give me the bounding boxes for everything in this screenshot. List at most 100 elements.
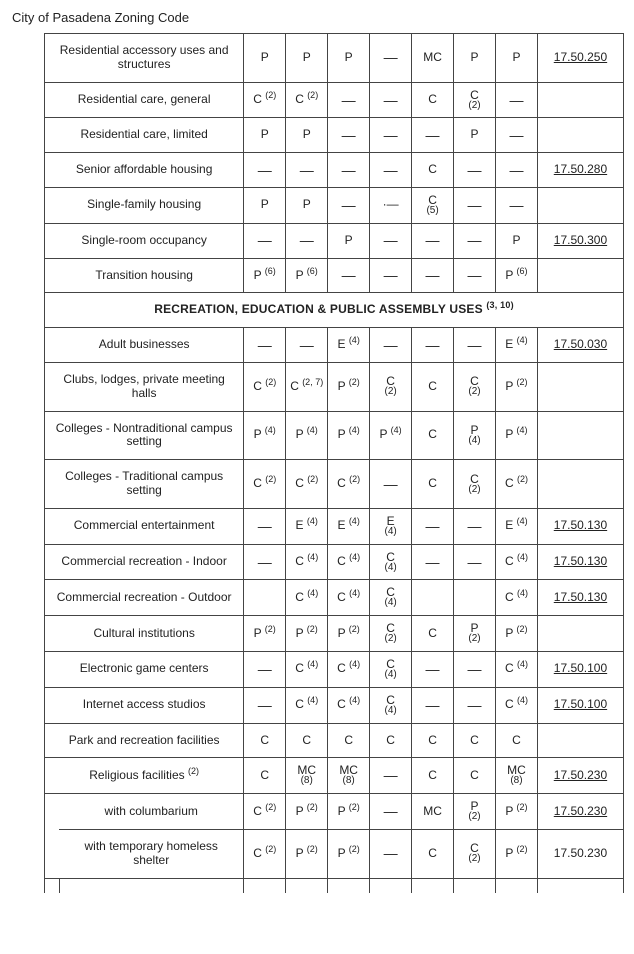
zone-cell: — bbox=[454, 328, 496, 363]
row-desc: with temporary homeless shelter bbox=[59, 829, 244, 878]
zoning-table: Residential accessory uses and structure… bbox=[44, 33, 624, 893]
zone-cell: E (4) bbox=[286, 508, 328, 544]
zone-cell: P(4) bbox=[454, 411, 496, 460]
row-desc: Residential care, limited bbox=[45, 118, 244, 153]
zone-cell: — bbox=[370, 328, 412, 363]
zone-cell: C(2) bbox=[454, 82, 496, 118]
zone-cell: — bbox=[370, 223, 412, 258]
zone-cell: P (2) bbox=[495, 794, 537, 830]
zone-cell: C bbox=[328, 723, 370, 758]
zone-cell: P (2) bbox=[495, 829, 537, 878]
zone-cell: P (4) bbox=[286, 411, 328, 460]
zone-cell: P (2) bbox=[286, 616, 328, 652]
ref-cell bbox=[537, 118, 623, 153]
ref-cell: 17.50.230 bbox=[537, 794, 623, 830]
zone-cell: — bbox=[286, 223, 328, 258]
zone-cell: P (4) bbox=[495, 411, 537, 460]
zone-cell: P (2) bbox=[286, 794, 328, 830]
ref-cell bbox=[537, 187, 623, 223]
zone-cell: C (4) bbox=[286, 580, 328, 616]
zone-cell: P bbox=[328, 34, 370, 83]
zone-cell: P (2) bbox=[328, 616, 370, 652]
zone-cell: E (4) bbox=[495, 508, 537, 544]
zone-cell: C (4) bbox=[495, 687, 537, 723]
zone-cell: E (4) bbox=[328, 328, 370, 363]
ref-cell bbox=[537, 82, 623, 118]
zone-cell: C (2) bbox=[244, 794, 286, 830]
zone-cell: P bbox=[286, 187, 328, 223]
doc-title: City of Pasadena Zoning Code bbox=[12, 10, 624, 25]
zone-cell: — bbox=[328, 118, 370, 153]
zone-cell: C (4) bbox=[286, 544, 328, 580]
zone-cell: E (4) bbox=[328, 508, 370, 544]
zone-cell: P bbox=[286, 34, 328, 83]
zone-cell: C bbox=[244, 723, 286, 758]
ref-cell: 17.50.030 bbox=[537, 328, 623, 363]
table-row: Senior affordable housing————C——17.50.28… bbox=[45, 153, 624, 188]
zone-cell: — bbox=[454, 544, 496, 580]
zone-cell: C (4) bbox=[328, 544, 370, 580]
zone-cell: P (2) bbox=[286, 829, 328, 878]
zone-cell: — bbox=[244, 687, 286, 723]
table-row: Residential accessory uses and structure… bbox=[45, 34, 624, 83]
zone-cell: — bbox=[286, 328, 328, 363]
zone-cell: — bbox=[244, 223, 286, 258]
ref-cell: 17.50.130 bbox=[537, 508, 623, 544]
table-row: Single-family housingPP—·—C(5)—— bbox=[45, 187, 624, 223]
row-desc: Internet access studios bbox=[45, 687, 244, 723]
zone-cell: P bbox=[244, 118, 286, 153]
ref-cell bbox=[537, 616, 623, 652]
ref-cell bbox=[537, 258, 623, 293]
table-row: Internet access studios—C (4)C (4)C(4)——… bbox=[45, 687, 624, 723]
zone-cell: C (2) bbox=[286, 82, 328, 118]
row-desc: Residential care, general bbox=[45, 82, 244, 118]
row-desc: Transition housing bbox=[45, 258, 244, 293]
zone-cell: P (6) bbox=[286, 258, 328, 293]
zone-cell: — bbox=[244, 544, 286, 580]
zone-cell: C(2) bbox=[454, 460, 496, 509]
zone-cell: C (2) bbox=[328, 460, 370, 509]
zone-cell: E(4) bbox=[370, 508, 412, 544]
zone-cell: — bbox=[454, 258, 496, 293]
zone-cell: P (2) bbox=[495, 362, 537, 411]
row-desc: Colleges - Nontraditional campus setting bbox=[45, 411, 244, 460]
row-desc: Electronic game centers bbox=[45, 651, 244, 687]
zone-cell: P (2) bbox=[244, 616, 286, 652]
zone-cell bbox=[454, 580, 496, 616]
zone-cell: C (4) bbox=[495, 580, 537, 616]
zone-cell: — bbox=[454, 153, 496, 188]
zone-cell: C bbox=[244, 758, 286, 794]
row-desc: Residential accessory uses and structure… bbox=[45, 34, 244, 83]
table-row: Single-room occupancy——P———P17.50.300 bbox=[45, 223, 624, 258]
zone-cell: — bbox=[370, 118, 412, 153]
zone-cell: — bbox=[370, 258, 412, 293]
table-row: Electronic game centers—C (4)C (4)C(4)——… bbox=[45, 651, 624, 687]
zone-cell: MC(8) bbox=[495, 758, 537, 794]
zone-cell: — bbox=[370, 794, 412, 830]
row-desc: Commercial recreation - Indoor bbox=[45, 544, 244, 580]
zone-cell: — bbox=[412, 258, 454, 293]
zone-cell: C bbox=[370, 723, 412, 758]
zone-cell: C(5) bbox=[412, 187, 454, 223]
zone-cell: P bbox=[495, 34, 537, 83]
table-row: Religious facilities (2)CMC(8)MC(8)—CCMC… bbox=[45, 758, 624, 794]
zone-cell: — bbox=[495, 187, 537, 223]
zone-cell: C (2, 7) bbox=[286, 362, 328, 411]
ref-cell: 17.50.300 bbox=[537, 223, 623, 258]
zone-cell: — bbox=[412, 651, 454, 687]
zone-cell: C (2) bbox=[244, 82, 286, 118]
zone-cell: — bbox=[454, 508, 496, 544]
zone-cell: C (4) bbox=[286, 651, 328, 687]
zone-cell: — bbox=[328, 153, 370, 188]
table-row: Adult businesses——E (4)———E (4)17.50.030 bbox=[45, 328, 624, 363]
zone-cell: C (4) bbox=[328, 580, 370, 616]
zone-cell: P bbox=[244, 34, 286, 83]
zone-cell: E (4) bbox=[495, 328, 537, 363]
zone-cell: C (4) bbox=[286, 687, 328, 723]
table-row: Transition housingP (6)P (6)————P (6) bbox=[45, 258, 624, 293]
zone-cell: — bbox=[412, 328, 454, 363]
ref-cell: 17.50.100 bbox=[537, 687, 623, 723]
zone-cell: P bbox=[454, 34, 496, 83]
zone-cell: — bbox=[495, 153, 537, 188]
zone-cell: — bbox=[328, 187, 370, 223]
